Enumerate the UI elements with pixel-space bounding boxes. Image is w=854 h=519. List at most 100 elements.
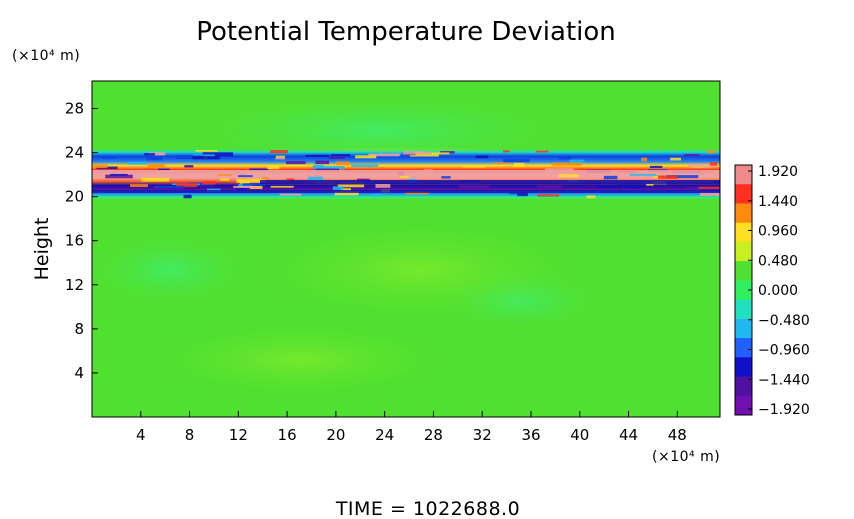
band-streak <box>233 185 258 188</box>
colorbar-label: −0.480 <box>758 313 810 329</box>
band-streak <box>154 185 185 189</box>
band-core <box>92 170 720 174</box>
band-streak <box>157 168 170 172</box>
band-streak <box>686 186 703 189</box>
colorbar-segment <box>735 203 752 224</box>
band-streak <box>569 159 585 163</box>
band-streak <box>653 176 662 179</box>
band-streak <box>249 168 269 171</box>
colorbar-segment <box>735 184 752 204</box>
band-streak <box>305 154 330 157</box>
y-axis: 4 8 12 16 20 24 28 <box>65 100 98 382</box>
colorbar-label: 0.480 <box>758 253 798 269</box>
band-streak <box>706 178 719 181</box>
band-streak <box>148 152 166 156</box>
band-streak <box>147 164 165 168</box>
band-streak <box>130 184 148 187</box>
heatmap-field <box>92 81 720 417</box>
y-tick-label: 24 <box>65 144 84 162</box>
band-core <box>92 190 720 193</box>
band-streak <box>151 156 158 160</box>
band-streak <box>629 173 657 176</box>
colorbar-label: −1.920 <box>758 402 810 418</box>
band-streak <box>184 165 194 168</box>
band-streak <box>236 188 247 190</box>
x-axis-unit: (×10⁴ m) <box>652 449 720 465</box>
colorbar-label: 0.960 <box>758 224 798 240</box>
band-streak <box>700 192 720 197</box>
x-tick-label: 16 <box>278 426 297 444</box>
band-streak <box>649 165 663 168</box>
light-patch <box>140 320 460 400</box>
band-streak <box>684 154 700 156</box>
colorbar-segment <box>735 222 752 243</box>
colorbar-segment <box>735 338 752 358</box>
band-streak <box>219 178 230 181</box>
band-streak <box>517 192 528 197</box>
colorbar-segment <box>735 357 752 378</box>
band-streak <box>503 158 530 163</box>
cool-patch <box>92 230 260 310</box>
band-streak <box>588 182 602 186</box>
band-streak <box>440 151 455 154</box>
colorbar: 1.920 1.440 0.960 0.480 0.000 −0.480 −0.960 −1.… <box>734 164 810 418</box>
band-streak <box>262 177 269 180</box>
colorbar-label: −1.440 <box>758 372 810 388</box>
band-streak <box>330 154 351 157</box>
band-streak <box>335 161 350 166</box>
band-streak <box>202 181 216 185</box>
band-streak <box>558 156 572 160</box>
band-streak <box>558 174 579 178</box>
colorbar-label: 0.000 <box>758 283 798 299</box>
band-streak <box>502 150 510 153</box>
band-streak <box>405 191 429 195</box>
band-streak <box>275 157 285 160</box>
band-streak <box>355 155 377 159</box>
colorbar-segment <box>735 318 752 339</box>
band-streak <box>332 186 344 190</box>
band-streak <box>709 162 718 166</box>
colorbar-label: 1.920 <box>758 164 798 180</box>
band-streak <box>595 185 623 189</box>
colorbar-segment <box>735 280 752 301</box>
y-tick-label: 12 <box>65 276 84 294</box>
colorbar-segment <box>735 241 752 262</box>
band-streak <box>368 153 400 157</box>
y-tick-label: 16 <box>65 232 84 250</box>
band-streak <box>388 174 412 177</box>
band-streak <box>410 153 439 157</box>
band-streak <box>242 183 266 186</box>
band-streak <box>402 151 424 155</box>
band-streak <box>127 161 147 165</box>
band-streak <box>308 176 323 181</box>
band-streak <box>537 194 560 197</box>
band-streak <box>337 184 365 188</box>
band-streak <box>286 178 295 182</box>
time-label: TIME = 1022688.0 <box>335 498 520 519</box>
band-streak <box>110 172 128 176</box>
band-streak <box>144 153 155 156</box>
band-streak <box>176 183 198 188</box>
x-tick-label: 20 <box>326 426 345 444</box>
y-tick-label: 4 <box>74 364 84 382</box>
band-streak <box>666 175 699 179</box>
band-streak <box>195 150 218 152</box>
band-streak <box>285 161 306 165</box>
band-streak <box>315 160 330 165</box>
band-streak <box>329 156 345 159</box>
band-streak <box>462 165 486 168</box>
band-streak <box>544 168 574 172</box>
band-streak <box>641 157 648 162</box>
plot-frame <box>91 80 721 418</box>
band-streak <box>475 155 489 159</box>
band-streak <box>192 156 220 160</box>
x-tick-label: 8 <box>185 426 195 444</box>
x-axis: 4 8 12 16 20 24 28 32 36 40 44 48 <box>136 411 687 444</box>
band-streak <box>536 185 563 189</box>
band-streak <box>270 185 294 188</box>
y-tick-label: 20 <box>65 188 84 206</box>
band-streak <box>657 175 678 179</box>
band-streak <box>370 193 382 197</box>
band-streak <box>493 162 509 165</box>
